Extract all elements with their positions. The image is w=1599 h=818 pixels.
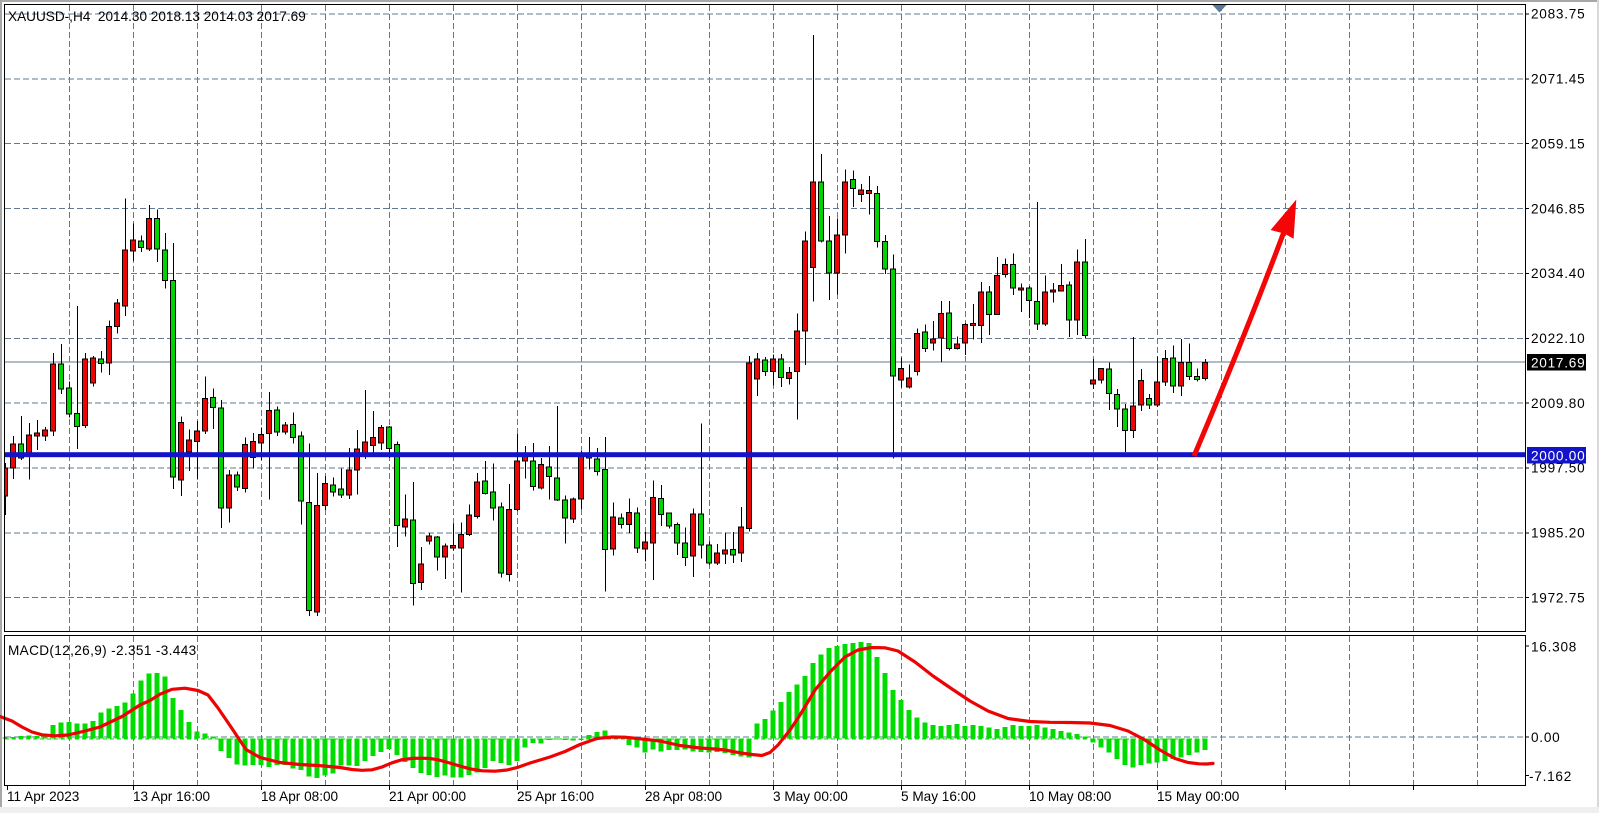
svg-text:2059.15: 2059.15 (1531, 136, 1585, 151)
svg-text:2046.85: 2046.85 (1531, 201, 1585, 216)
svg-text:2017.69: 2017.69 (1531, 355, 1585, 370)
svg-text:0.00: 0.00 (1531, 730, 1560, 745)
svg-text:10 May 08:00: 10 May 08:00 (1029, 789, 1112, 804)
svg-text:2083.75: 2083.75 (1531, 7, 1585, 22)
svg-text:2071.45: 2071.45 (1531, 72, 1585, 87)
svg-text:-7.162: -7.162 (1529, 769, 1572, 784)
svg-text:25 Apr 16:00: 25 Apr 16:00 (517, 789, 595, 804)
svg-text:16.308: 16.308 (1531, 639, 1577, 654)
svg-text:2009.80: 2009.80 (1531, 396, 1585, 411)
svg-text:MACD(12,26,9) -2.351 -3.443: MACD(12,26,9) -2.351 -3.443 (8, 643, 197, 658)
svg-text:18 Apr 08:00: 18 Apr 08:00 (261, 789, 339, 804)
svg-text:2000.00: 2000.00 (1531, 448, 1585, 463)
svg-text:13 Apr 16:00: 13 Apr 16:00 (133, 789, 211, 804)
svg-text:11 Apr 2023: 11 Apr 2023 (7, 789, 79, 804)
svg-text:15 May 00:00: 15 May 00:00 (1157, 789, 1240, 804)
svg-text:21 Apr 00:00: 21 Apr 00:00 (389, 789, 467, 804)
svg-text:XAUUSD-,H4 2014.30 2018.13 20: XAUUSD-,H4 2014.30 2018.13 2014.03 2017.… (8, 9, 306, 24)
svg-text:2022.10: 2022.10 (1531, 331, 1585, 346)
svg-text:1985.20: 1985.20 (1531, 526, 1585, 541)
svg-text:5 May 16:00: 5 May 16:00 (901, 789, 976, 804)
svg-text:28 Apr 08:00: 28 Apr 08:00 (645, 789, 723, 804)
svg-text:2034.40: 2034.40 (1531, 266, 1585, 281)
svg-text:1972.75: 1972.75 (1531, 590, 1585, 605)
svg-text:3 May 00:00: 3 May 00:00 (773, 789, 848, 804)
svg-text:1997.50: 1997.50 (1531, 461, 1585, 476)
